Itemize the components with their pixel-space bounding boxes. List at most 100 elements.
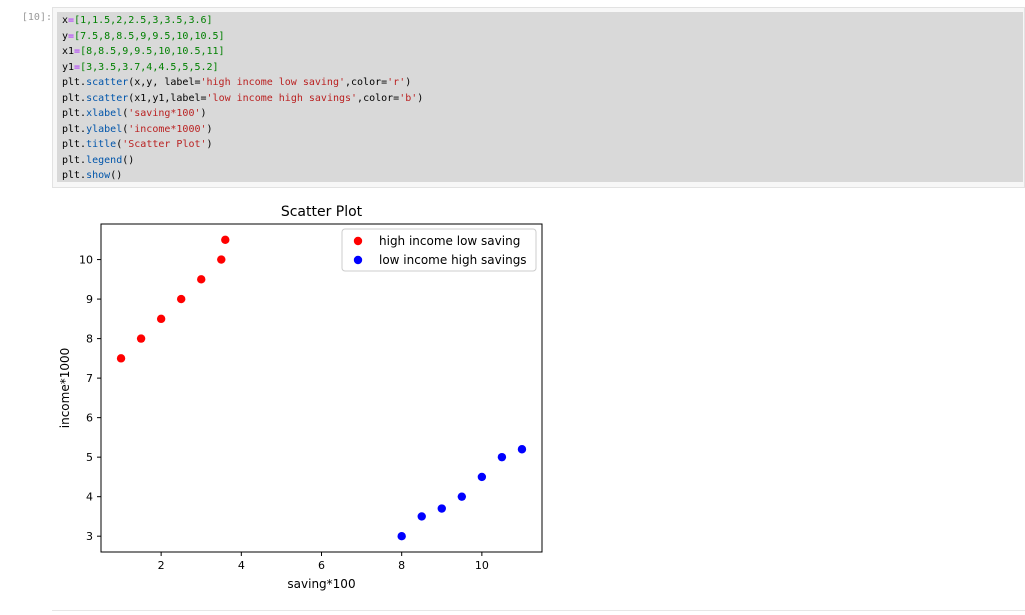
code-line: y1=[3,3.5,3.7,4,4.5,5,5.2]: [62, 60, 219, 76]
data-point: [136, 334, 146, 343]
code-line: plt.xlabel('saving*100'): [62, 106, 207, 122]
code-token: [1,1.5,2,2.5,3,3.5,3.6]: [74, 15, 213, 26]
code-token: legend: [86, 154, 123, 166]
code-token: show: [86, 170, 111, 181]
data-point: [197, 275, 206, 284]
code-token: (): [122, 154, 135, 166]
code-token: 'income*1000': [128, 123, 207, 135]
code-token: ): [206, 123, 213, 135]
code-token: =: [74, 61, 81, 73]
code-line: plt.scatter(x,y, label='high income low …: [62, 75, 411, 91]
code-token: =: [74, 46, 81, 57]
y-tick-label: 4: [86, 491, 93, 504]
code-line: plt.legend(): [62, 153, 134, 169]
code-token: (x,y, label=: [128, 77, 201, 88]
code-token: [7.5,8,8.5,9,9.5,10,10.5]: [74, 30, 225, 42]
legend-label: low income high savings: [379, 253, 527, 267]
data-point: [417, 512, 426, 521]
data-point: [437, 504, 446, 513]
y-tick-label: 3: [86, 530, 93, 543]
code-token: plt.: [62, 77, 87, 88]
code-token: scatter: [86, 92, 129, 104]
output-area: Scatter Plot saving*100 income*1000 2 4 6 8 10 3…: [52, 196, 572, 596]
y-tick-label: 5: [86, 451, 93, 464]
y-tick-label: 10: [79, 254, 93, 267]
code-token: plt.: [62, 123, 87, 135]
data-point: [477, 472, 487, 482]
legend-box: [341, 228, 537, 272]
code-token: [3,3.5,3.7,4,4.5,5,5.2]: [80, 61, 219, 73]
code-line: x=[1,1.5,2,2.5,3,3.5,3.6]: [62, 13, 213, 29]
data-point: [457, 492, 467, 501]
y-tick-label: 6: [86, 412, 93, 425]
data-point: [176, 294, 186, 304]
legend-marker: [353, 236, 363, 246]
y-tick-label: 9: [86, 293, 93, 306]
code-token: ): [200, 108, 207, 119]
code-token: 'b': [399, 92, 418, 104]
code-token: ,color=: [345, 77, 388, 88]
data-point: [217, 255, 226, 264]
code-token: plt.: [62, 170, 87, 181]
data-point: [156, 314, 166, 324]
code-token: x1: [62, 46, 75, 57]
code-token: (: [116, 139, 123, 150]
code-token: ): [417, 92, 424, 104]
code-token: 'high income low saving': [200, 77, 346, 88]
code-token: (): [110, 170, 123, 181]
code-line: x1=[8,8.5,9,9.5,10,10.5,11]: [62, 44, 225, 60]
next-cell-border: [52, 610, 1025, 611]
x-tick-label: 2: [158, 559, 165, 572]
data-point: [116, 354, 126, 363]
code-token: ,color=: [357, 92, 400, 104]
x-tick-label: 8: [398, 559, 405, 572]
code-token: (: [122, 123, 129, 135]
y-tick-label: 8: [86, 333, 93, 346]
code-token: ): [206, 139, 213, 150]
code-line: plt.title('Scatter Plot'): [62, 137, 213, 153]
code-token: (: [122, 108, 129, 119]
y-tick-label: 7: [86, 372, 93, 385]
code-token: [8,8.5,9,9.5,10,10.5,11]: [80, 46, 225, 57]
code-token: y1: [62, 61, 75, 73]
data-point: [517, 445, 527, 454]
data-point: [497, 452, 507, 462]
code-cell[interactable]: x=[1,1.5,2,2.5,3,3.5,3.6] y=[7.5,8,8.5,9,…: [52, 7, 1025, 188]
legend-marker: [353, 255, 363, 265]
plot-frame: [100, 223, 543, 553]
x-tick-label: 4: [238, 559, 245, 572]
code-token: plt.: [62, 108, 87, 119]
scatter-chart: Scatter Plot saving*100 income*1000 2 4 6 8 10 3…: [58, 204, 543, 591]
x-tick-label: 6: [318, 559, 325, 572]
cell-prompt: [10]:: [21, 12, 52, 23]
code-token: 'low income high savings': [206, 92, 358, 104]
y-axis-label: income*1000: [58, 348, 72, 429]
code-token: =: [68, 30, 75, 42]
code-line: plt.scatter(x1,y1,label='low income high…: [62, 91, 423, 107]
code-line: y=[7.5,8,8.5,9,9.5,10,10.5]: [62, 29, 225, 45]
code-token: plt.: [62, 139, 87, 150]
code-line: plt.ylabel('income*1000'): [62, 122, 213, 138]
code-line: plt.show(): [62, 168, 122, 184]
data-point: [397, 531, 406, 541]
code-token: 'r': [387, 77, 406, 88]
code-token: plt.: [62, 154, 87, 166]
code-token: =: [68, 15, 75, 26]
code-token: 'saving*100': [128, 108, 201, 119]
code-token: scatter: [86, 77, 129, 88]
code-token: (x1,y1,label=: [128, 92, 207, 104]
x-axis-label: saving*100: [287, 577, 355, 591]
code-token: x: [62, 15, 69, 26]
code-token: xlabel: [86, 108, 123, 119]
chart-title: Scatter Plot: [281, 204, 363, 220]
code-token: y: [62, 30, 69, 42]
x-tick-label: 10: [475, 559, 489, 572]
code-token: ): [405, 77, 412, 88]
code-token: plt.: [62, 92, 87, 104]
code-token: 'Scatter Plot': [122, 139, 207, 150]
data-point: [221, 235, 230, 245]
legend-label: high income low saving: [379, 234, 520, 248]
code-token: title: [86, 139, 117, 150]
code-editor[interactable]: x=[1,1.5,2,2.5,3,3.5,3.6] y=[7.5,8,8.5,9,…: [57, 12, 1023, 182]
code-token: ylabel: [86, 123, 123, 135]
